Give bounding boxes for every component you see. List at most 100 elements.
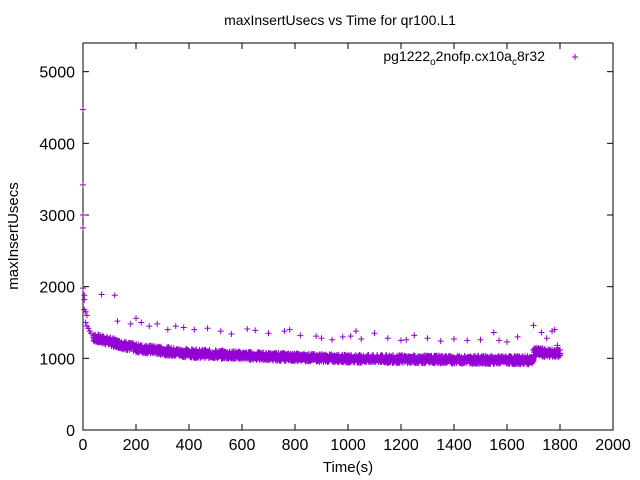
x-tick-label: 1200 (383, 437, 419, 454)
data-point (504, 357, 510, 364)
data-point (514, 333, 521, 340)
data-point (83, 312, 90, 319)
x-tick-label: 1000 (330, 437, 366, 454)
data-point (154, 320, 161, 327)
y-tick-label: 4000 (39, 136, 75, 153)
data-point (239, 352, 245, 359)
data-point (329, 336, 336, 343)
data-point (93, 333, 100, 340)
data-point (490, 329, 497, 336)
x-tick-label: 400 (176, 437, 203, 454)
data-point (345, 356, 351, 363)
data-point (204, 325, 211, 332)
x-tick-label: 1800 (542, 437, 578, 454)
data-point (384, 335, 391, 342)
y-axis: 0 1000 2000 3000 4000 5000 (39, 65, 613, 440)
data-point (549, 328, 556, 335)
y-tick-label: 1000 (39, 351, 75, 368)
data-point (133, 315, 139, 322)
x-tick-label: 600 (229, 437, 256, 454)
data-point (90, 332, 97, 339)
data-point (244, 325, 251, 332)
data-point (80, 106, 86, 113)
data-point (81, 296, 88, 303)
data-point (228, 330, 235, 337)
data-point (82, 308, 89, 315)
data-point (119, 341, 126, 347)
data-point (164, 326, 171, 333)
data-point (186, 349, 192, 356)
data-point (557, 351, 563, 358)
data-point (80, 224, 86, 231)
data-point (411, 332, 418, 339)
data-point (424, 335, 431, 342)
data-point (127, 320, 134, 327)
data-point (292, 354, 298, 361)
data-point (281, 328, 288, 335)
data-point (477, 336, 484, 343)
data-point (80, 181, 86, 188)
data-point (98, 291, 105, 298)
data-point (530, 358, 537, 365)
data-point (106, 337, 113, 344)
data-point (252, 327, 259, 334)
x-tick-label: 1400 (436, 437, 472, 454)
data-point (451, 335, 457, 342)
data-point (437, 338, 444, 345)
data-point (551, 326, 558, 333)
data-point (339, 333, 346, 340)
data-point (159, 348, 166, 355)
data-point (217, 328, 224, 335)
data-point (451, 357, 457, 364)
data-point (533, 348, 540, 355)
data-point (138, 319, 145, 326)
data-point (504, 338, 510, 345)
data-point (538, 329, 545, 336)
data-point (530, 322, 537, 329)
data-points (80, 106, 563, 368)
y-tick-label: 5000 (39, 65, 75, 82)
data-point (313, 333, 320, 340)
data-point (80, 285, 86, 292)
x-tick-label: 0 (79, 437, 88, 454)
data-point (477, 357, 484, 364)
data-point (146, 323, 153, 330)
data-point (358, 335, 365, 342)
data-point (191, 326, 198, 333)
x-axis-label: Time(s) (323, 459, 373, 476)
data-point (82, 319, 89, 326)
data-point (265, 353, 272, 360)
x-tick-label: 1600 (489, 437, 525, 454)
y-tick-label: 2000 (39, 280, 75, 297)
data-point (572, 54, 578, 60)
data-point (193, 346, 200, 353)
data-point (172, 323, 179, 330)
data-point (180, 324, 187, 331)
legend-entry-label: pg1222o2nofp.cx10ac8r32 (383, 48, 545, 68)
data-point (543, 349, 550, 356)
data-point (85, 325, 92, 332)
data-point (318, 335, 325, 342)
data-point (398, 337, 404, 344)
data-point (111, 292, 118, 299)
data-point (170, 345, 177, 352)
x-tick-label: 800 (282, 437, 309, 454)
data-point (554, 342, 561, 349)
data-point (398, 356, 404, 363)
data-point (114, 318, 121, 325)
chart-title: maxInsertUsecs vs Time for qr100.L1 (224, 12, 456, 28)
x-axis: 0 200 400 600 800 1000 1200 1400 1600 1800 2000 (79, 43, 631, 454)
data-point (347, 333, 354, 340)
data-point (307, 358, 314, 365)
x-tick-label: 200 (123, 437, 150, 454)
data-point (146, 346, 153, 353)
y-axis-label: maxInsertUsecs (5, 182, 22, 290)
x-tick-label: 2000 (595, 437, 631, 454)
y-tick-label: 0 (66, 423, 75, 440)
data-point (464, 337, 471, 344)
data-point (352, 328, 359, 335)
data-point (371, 330, 378, 337)
data-point (265, 330, 272, 337)
data-point (286, 326, 293, 333)
